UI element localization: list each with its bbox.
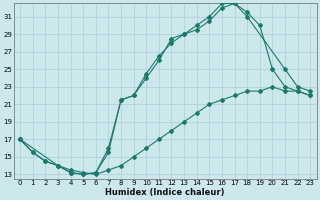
X-axis label: Humidex (Indice chaleur): Humidex (Indice chaleur) [106,188,225,197]
